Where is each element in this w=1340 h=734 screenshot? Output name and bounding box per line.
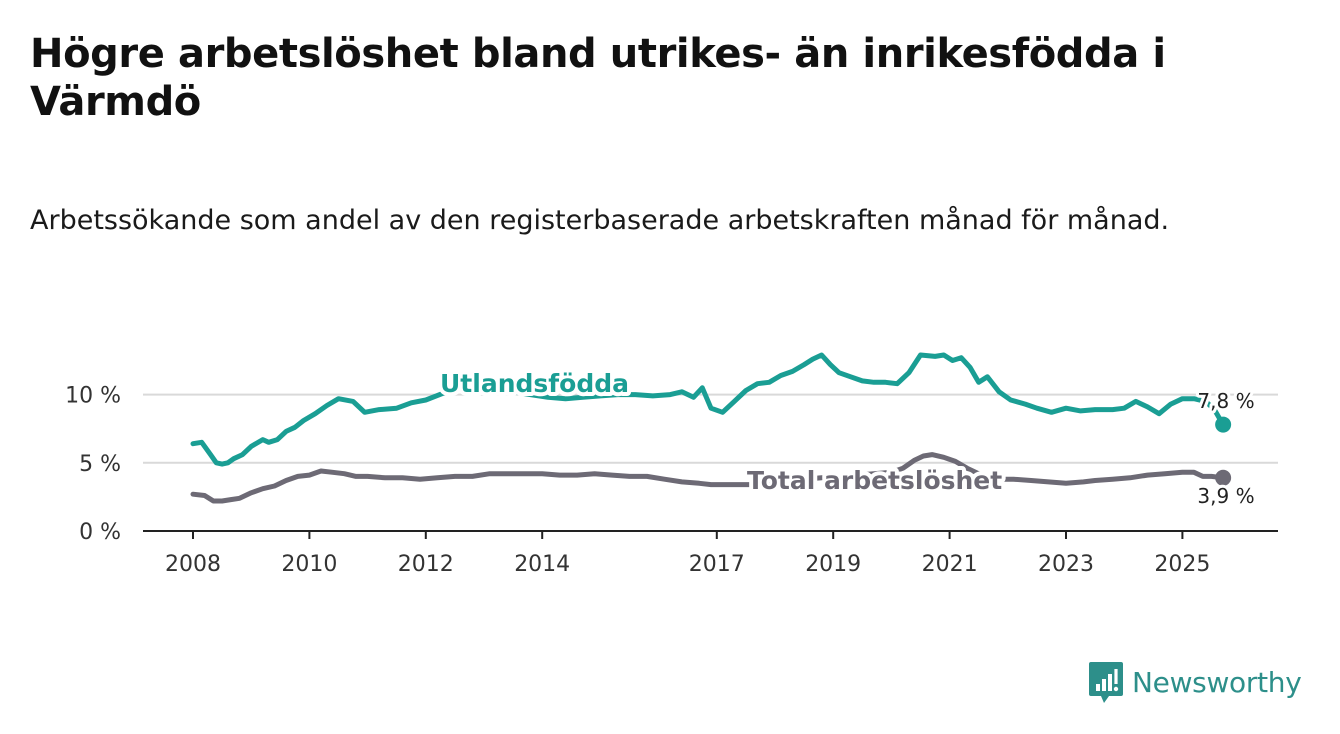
x-tick-label: 2010	[281, 552, 337, 577]
x-axis-labels: 2008 2010 2012 2014 2017 2019 2021 2023 2025	[165, 552, 1210, 577]
newsworthy-logo-icon	[1089, 662, 1123, 703]
y-tick-label: 5 %	[79, 452, 121, 477]
x-tick-label: 2025	[1154, 552, 1210, 577]
y-axis-labels: 0 % 5 % 10 %	[65, 384, 121, 545]
chart-subtitle: Arbetssökande som andel av den registerb…	[30, 205, 1170, 236]
series-label-total: Total arbetslöshet	[747, 466, 1002, 495]
series-label-utlandsfodda: Utlandsfödda	[440, 369, 629, 398]
end-value-label-utlandsfodda: 7,8 %	[1197, 389, 1254, 413]
end-value-label-total: 3,9 %	[1197, 484, 1254, 508]
x-tick-label: 2008	[165, 552, 221, 577]
x-tick-label: 2014	[514, 552, 570, 577]
y-tick-label: 10 %	[65, 384, 121, 409]
x-tick-label: 2012	[398, 552, 454, 577]
x-tick-label: 2021	[922, 552, 978, 577]
x-tick-label: 2023	[1038, 552, 1094, 577]
series-labels: Utlandsfödda Total arbetslöshet 7,8 % 3,9 %	[436, 365, 1258, 511]
end-marker-total	[1215, 469, 1232, 486]
series-lines	[190, 352, 1232, 504]
x-tick-label: 2017	[689, 552, 745, 577]
end-marker-utlandsfodda	[1215, 416, 1232, 433]
brand-name[interactable]: Newsworthy	[1132, 665, 1302, 699]
brand[interactable]: Newsworthy	[1088, 659, 1302, 705]
chart-title: Högre arbetslöshet bland utrikes- än inr…	[30, 31, 1166, 125]
series-line-total	[190, 452, 1226, 504]
x-axis	[143, 530, 1278, 539]
grid-lines	[143, 393, 1278, 464]
y-tick-label: 0 %	[79, 520, 121, 545]
series-line-utlandsfodda	[190, 352, 1226, 467]
x-tick-label: 2019	[805, 552, 861, 577]
